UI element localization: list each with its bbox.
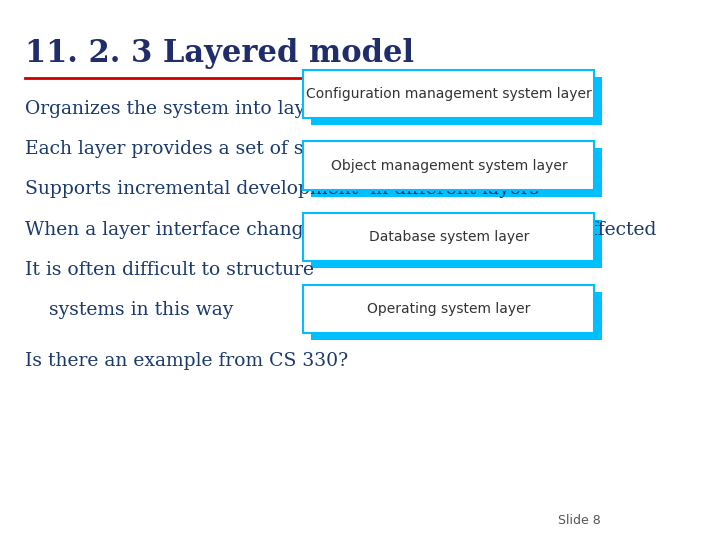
FancyBboxPatch shape bbox=[303, 213, 594, 261]
Text: Organizes the system into layers (or abstract machines): Organizes the system into layers (or abs… bbox=[25, 100, 555, 118]
Text: Operating system layer: Operating system layer bbox=[367, 302, 531, 316]
FancyBboxPatch shape bbox=[310, 148, 602, 197]
Text: Each layer provides a set of services: Each layer provides a set of services bbox=[25, 140, 371, 158]
FancyBboxPatch shape bbox=[310, 292, 602, 340]
Text: Configuration management system layer: Configuration management system layer bbox=[306, 87, 592, 101]
FancyBboxPatch shape bbox=[303, 141, 594, 190]
FancyBboxPatch shape bbox=[310, 220, 602, 268]
FancyBboxPatch shape bbox=[310, 77, 602, 125]
Text: Slide 8: Slide 8 bbox=[558, 514, 601, 527]
Text: Supports incremental development  in different layers: Supports incremental development in diff… bbox=[25, 180, 539, 198]
Text: Object management system layer: Object management system layer bbox=[331, 159, 567, 173]
Text: Database system layer: Database system layer bbox=[369, 230, 529, 244]
Text: When a layer interface changes, only the adjacent layer is affected: When a layer interface changes, only the… bbox=[25, 221, 656, 238]
Text: It is often difficult to structure: It is often difficult to structure bbox=[25, 261, 314, 279]
Text: 11. 2. 3 Layered model: 11. 2. 3 Layered model bbox=[25, 38, 414, 69]
Text: Is there an example from CS 330?: Is there an example from CS 330? bbox=[25, 352, 348, 370]
FancyBboxPatch shape bbox=[303, 285, 594, 333]
Text: systems in this way: systems in this way bbox=[25, 301, 233, 319]
FancyBboxPatch shape bbox=[303, 70, 594, 118]
